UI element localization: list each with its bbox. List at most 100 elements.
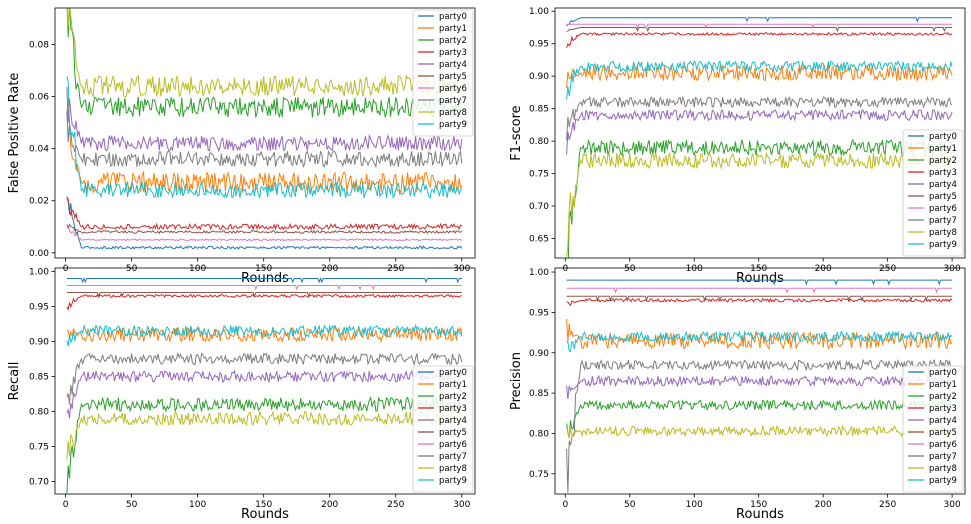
y-tick-label: 0.95 (29, 302, 49, 312)
chart-panel-2: 0 50 100 150 200 250 300 0.70 0.75 0.80 0.85 0.90 0.… (7, 267, 476, 522)
x-axis-label: Rounds (736, 271, 784, 286)
legend-box (902, 129, 964, 257)
series-line-party3 (566, 297, 953, 307)
legend-label-party4: party4 (439, 416, 467, 426)
series-line-party4 (66, 87, 463, 153)
series-line-party8 (566, 424, 953, 439)
x-axis-label: Rounds (241, 507, 289, 522)
legend-label-party2: party2 (439, 36, 467, 46)
y-tick-label: 0.04 (29, 145, 49, 155)
series-line-party9 (566, 330, 953, 353)
series-line-party3 (66, 196, 463, 231)
legend: party0 party1 party2 party3 party4 party5 part… (902, 365, 964, 493)
series-line-party5 (66, 292, 462, 298)
x-tick-label: 300 (944, 264, 961, 274)
x-tick-label: 200 (815, 264, 832, 274)
y-tick-label: 0.85 (529, 389, 549, 399)
y-tick-label: 0.80 (529, 137, 549, 147)
legend-label-party2: party2 (929, 156, 957, 166)
y-tick-label: 0.00 (29, 249, 49, 259)
series-line-party3 (566, 31, 953, 49)
series-line-party7 (66, 351, 463, 405)
chart-panel-3: 0 50 100 150 200 250 300 0.75 0.80 0.85 0.90 0.95 1.… (509, 267, 966, 522)
y-tick-label: 0.90 (529, 72, 549, 82)
x-axis-label: Rounds (736, 507, 784, 522)
series-group (566, 17, 953, 258)
legend: party0 party1 party2 party3 party4 party5 part… (412, 365, 474, 493)
legend: party0 party1 party2 party3 party4 party5 part… (412, 9, 474, 137)
series-line-party9 (66, 323, 463, 347)
x-tick-label: 300 (453, 500, 470, 510)
legend-label-party6: party6 (929, 204, 957, 214)
legend-label-party3: party3 (439, 404, 467, 414)
x-tick-label: 300 (944, 500, 961, 510)
x-tick-label: 100 (189, 500, 206, 510)
x-tick-label: 250 (387, 264, 404, 274)
legend-box (902, 365, 964, 493)
series-group (66, 8, 463, 250)
legend-label-party4: party4 (929, 180, 957, 190)
legend-label-party1: party1 (439, 380, 467, 390)
y-tick-label: 1.00 (529, 268, 549, 278)
legend-label-party0: party0 (929, 368, 957, 378)
y-tick-label: 0.06 (29, 93, 49, 103)
series-group (66, 277, 463, 494)
series-line-party2 (66, 8, 463, 119)
series-line-party6 (66, 285, 462, 291)
plot-frame (554, 267, 966, 495)
series-line-party4 (566, 374, 953, 399)
legend-label-party7: party7 (929, 216, 957, 226)
series-line-party2 (66, 395, 463, 494)
y-tick-label: 1.00 (529, 7, 549, 17)
legend-label-party3: party3 (439, 48, 467, 58)
y-tick-label: 0.95 (529, 308, 549, 318)
legend-label-party3: party3 (929, 404, 957, 414)
x-tick-label: 150 (255, 500, 272, 510)
y-tick-label: 0.65 (529, 235, 549, 245)
y-tick-label: 0.75 (529, 170, 549, 180)
x-tick-label: 100 (189, 264, 206, 274)
y-tick-label: 0.70 (529, 202, 549, 212)
series-line-party4 (66, 369, 462, 419)
legend-label-party8: party8 (929, 464, 957, 474)
series-line-party6 (566, 23, 953, 29)
legend-box (412, 365, 474, 493)
x-tick-label: 250 (879, 264, 896, 274)
series-line-party0 (66, 196, 463, 250)
series-line-party0 (566, 279, 953, 286)
legend-box (412, 9, 474, 137)
series-line-party2 (567, 138, 953, 258)
legend-label-party6: party6 (439, 440, 467, 450)
chart-panel-1: 0 50 100 150 200 250 300 0.65 0.70 0.75 0.80 0.85 0.… (509, 7, 966, 286)
series-line-party0 (66, 277, 462, 284)
y-tick-label: 0.80 (29, 407, 49, 417)
legend-label-party2: party2 (929, 392, 957, 402)
y-tick-label: 0.90 (29, 337, 49, 347)
y-tick-label: 0.08 (29, 40, 49, 50)
x-tick-label: 150 (255, 264, 272, 274)
legend-label-party0: party0 (439, 12, 467, 22)
legend-label-party6: party6 (929, 440, 957, 450)
series-group (566, 279, 953, 493)
legend-label-party6: party6 (439, 84, 467, 94)
series-line-party5 (566, 295, 953, 303)
y-tick-label: 0.90 (529, 349, 549, 359)
x-tick-label: 250 (879, 500, 896, 510)
legend: party0 party1 party2 party3 party4 party5 part… (902, 129, 964, 257)
y-axis-label: F1-score (509, 105, 524, 160)
series-line-party1 (566, 63, 953, 89)
legend-label-party8: party8 (929, 228, 957, 238)
legend-label-party5: party5 (929, 192, 957, 202)
x-tick-label: 0 (562, 264, 568, 274)
series-line-party3 (66, 293, 462, 311)
x-tick-label: 200 (321, 264, 338, 274)
x-tick-label: 100 (686, 500, 703, 510)
legend-label-party1: party1 (929, 380, 957, 390)
legend-label-party8: party8 (439, 108, 467, 118)
series-line-party7 (66, 112, 463, 169)
x-tick-label: 250 (387, 500, 404, 510)
legend-label-party5: party5 (929, 428, 957, 438)
legend-label-party9: party9 (929, 476, 957, 486)
x-tick-label: 100 (686, 264, 703, 274)
